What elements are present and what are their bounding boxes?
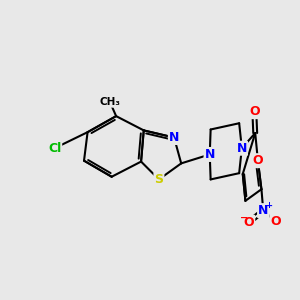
Text: N: N bbox=[258, 204, 268, 217]
Text: N: N bbox=[237, 142, 247, 155]
Text: O: O bbox=[244, 216, 254, 229]
Text: N: N bbox=[205, 148, 215, 161]
Text: +: + bbox=[265, 201, 272, 210]
Text: CH₃: CH₃ bbox=[99, 97, 120, 107]
Text: S: S bbox=[154, 173, 164, 186]
Text: O: O bbox=[253, 154, 263, 167]
Text: −: − bbox=[240, 213, 248, 223]
Text: O: O bbox=[270, 215, 281, 228]
Text: N: N bbox=[169, 131, 179, 144]
Text: O: O bbox=[249, 105, 260, 118]
Text: Cl: Cl bbox=[48, 142, 61, 155]
